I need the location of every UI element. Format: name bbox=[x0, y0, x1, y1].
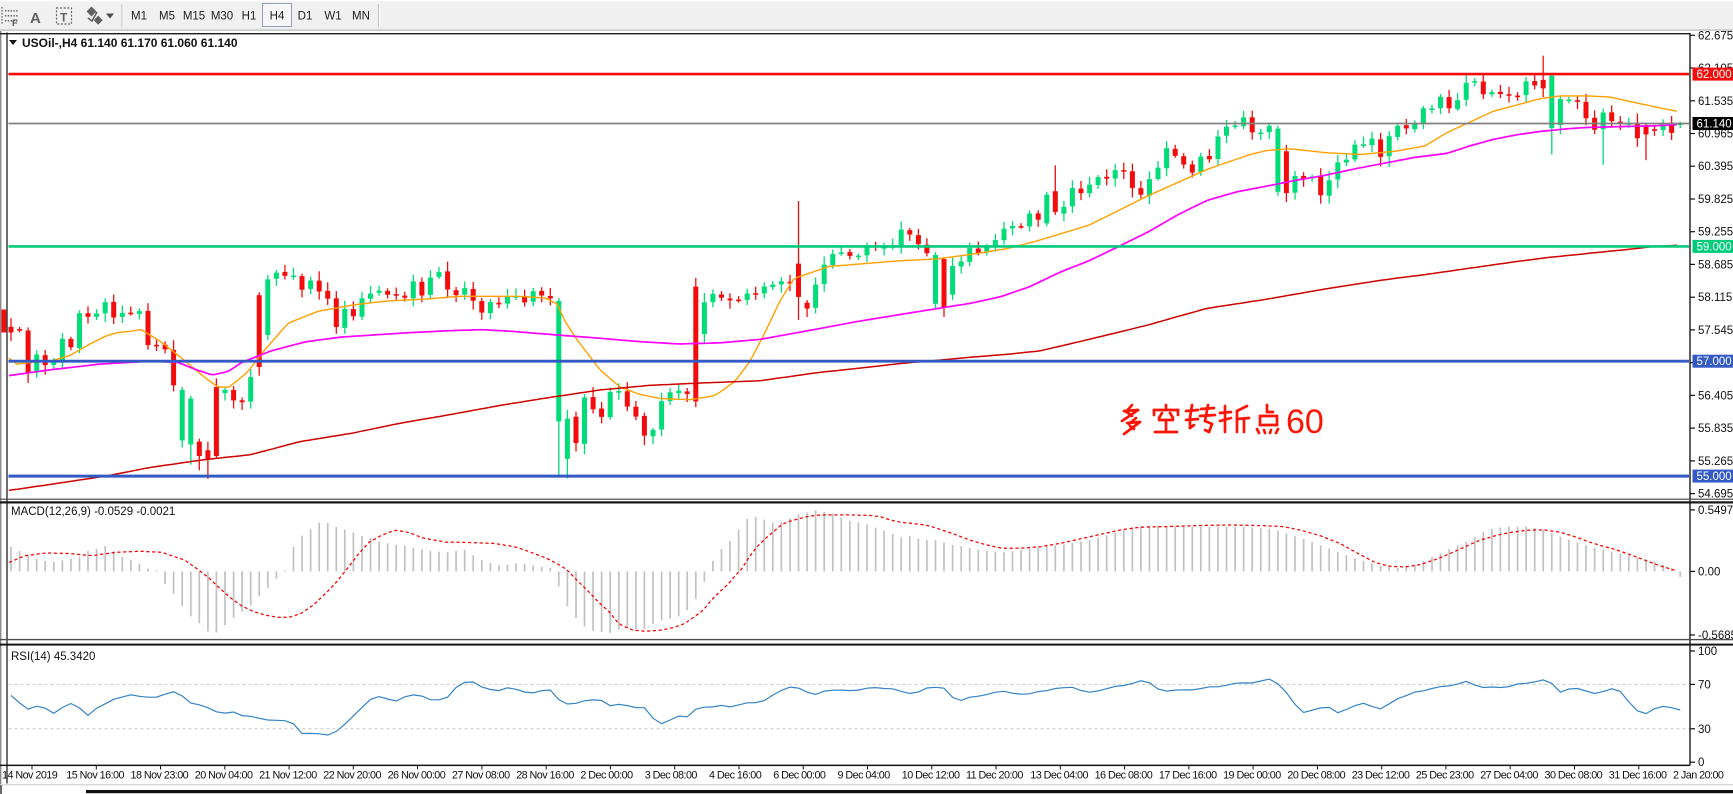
svg-text:54.695: 54.695 bbox=[1698, 489, 1733, 501]
svg-text:55.835: 55.835 bbox=[1698, 423, 1733, 435]
svg-text:MACD(12,26,9) -0.0529 -0.0021: MACD(12,26,9) -0.0529 -0.0021 bbox=[11, 506, 175, 518]
svg-text:T: T bbox=[60, 11, 68, 25]
svg-text:23 Dec 12:00: 23 Dec 12:00 bbox=[1352, 770, 1410, 782]
svg-text:61.535: 61.535 bbox=[1698, 96, 1733, 108]
svg-text:59.000: 59.000 bbox=[1697, 241, 1732, 253]
svg-text:-0.5685: -0.5685 bbox=[1698, 630, 1733, 642]
svg-text:USOil-,H4 61.140 61.170 61.06: USOil-,H4 61.140 61.170 61.060 61.140 bbox=[22, 36, 238, 50]
svg-text:13 Dec 04:00: 13 Dec 04:00 bbox=[1030, 770, 1088, 782]
svg-text:10 Dec 12:00: 10 Dec 12:00 bbox=[902, 770, 960, 782]
svg-text:20 Dec 08:00: 20 Dec 08:00 bbox=[1287, 770, 1345, 782]
svg-text:0: 0 bbox=[1698, 757, 1704, 769]
svg-text:26 Nov 00:00: 26 Nov 00:00 bbox=[388, 770, 446, 782]
svg-text:2 Jan 20:00: 2 Jan 20:00 bbox=[1673, 770, 1724, 782]
svg-text:0.5497: 0.5497 bbox=[1698, 505, 1733, 517]
svg-text:62.675: 62.675 bbox=[1698, 30, 1733, 42]
svg-text:W1: W1 bbox=[324, 11, 341, 23]
svg-text:31 Dec 16:00: 31 Dec 16:00 bbox=[1609, 770, 1667, 782]
svg-text:M30: M30 bbox=[211, 11, 233, 23]
svg-text:18 Nov 23:00: 18 Nov 23:00 bbox=[131, 770, 189, 782]
svg-text:M5: M5 bbox=[159, 11, 175, 23]
svg-text:RSI(14) 45.3420: RSI(14) 45.3420 bbox=[11, 651, 95, 663]
svg-text:60.395: 60.395 bbox=[1698, 161, 1733, 173]
svg-text:F: F bbox=[12, 18, 18, 28]
svg-text:27 Nov 08:00: 27 Nov 08:00 bbox=[452, 770, 510, 782]
svg-text:58.115: 58.115 bbox=[1698, 292, 1732, 304]
svg-text:A: A bbox=[30, 10, 41, 27]
svg-text:56.405: 56.405 bbox=[1698, 390, 1733, 402]
svg-text:59.825: 59.825 bbox=[1698, 194, 1733, 206]
svg-text:H4: H4 bbox=[270, 11, 285, 23]
svg-text:55.265: 55.265 bbox=[1698, 456, 1733, 468]
svg-text:H1: H1 bbox=[242, 11, 257, 23]
svg-text:30 Dec 08:00: 30 Dec 08:00 bbox=[1545, 770, 1603, 782]
svg-text:M1: M1 bbox=[131, 11, 147, 23]
svg-text:61.140: 61.140 bbox=[1697, 119, 1732, 131]
svg-text:M15: M15 bbox=[183, 11, 205, 23]
svg-text:100: 100 bbox=[1698, 646, 1717, 658]
svg-text:21 Nov 12:00: 21 Nov 12:00 bbox=[259, 770, 317, 782]
svg-text:0.00: 0.00 bbox=[1698, 566, 1720, 578]
svg-text:30: 30 bbox=[1698, 724, 1711, 736]
svg-text:58.685: 58.685 bbox=[1698, 259, 1733, 271]
svg-text:55.000: 55.000 bbox=[1697, 471, 1732, 483]
svg-text:60: 60 bbox=[1286, 403, 1324, 441]
svg-text:60.965: 60.965 bbox=[1698, 129, 1733, 141]
svg-text:59.255: 59.255 bbox=[1698, 227, 1733, 239]
svg-text:9 Dec 04:00: 9 Dec 04:00 bbox=[838, 770, 891, 782]
svg-text:2 Dec 00:00: 2 Dec 00:00 bbox=[580, 770, 633, 782]
svg-text:17 Dec 16:00: 17 Dec 16:00 bbox=[1159, 770, 1217, 782]
svg-text:19 Dec 00:00: 19 Dec 00:00 bbox=[1223, 770, 1281, 782]
svg-text:4 Dec 16:00: 4 Dec 16:00 bbox=[709, 770, 762, 782]
svg-text:22 Nov 20:00: 22 Nov 20:00 bbox=[323, 770, 381, 782]
svg-text:25 Dec 23:00: 25 Dec 23:00 bbox=[1416, 770, 1474, 782]
svg-text:15 Nov 16:00: 15 Nov 16:00 bbox=[66, 770, 124, 782]
svg-text:3 Dec 08:00: 3 Dec 08:00 bbox=[645, 770, 698, 782]
svg-text:62.000: 62.000 bbox=[1697, 69, 1732, 81]
svg-text:D1: D1 bbox=[298, 11, 313, 23]
svg-text:57.000: 57.000 bbox=[1697, 356, 1732, 368]
svg-text:70: 70 bbox=[1698, 679, 1711, 691]
svg-text:28 Nov 16:00: 28 Nov 16:00 bbox=[516, 770, 574, 782]
svg-text:57.545: 57.545 bbox=[1698, 325, 1733, 337]
svg-text:11 Dec 20:00: 11 Dec 20:00 bbox=[966, 770, 1023, 782]
svg-text:27 Dec 04:00: 27 Dec 04:00 bbox=[1480, 770, 1538, 782]
svg-text:16 Dec 08:00: 16 Dec 08:00 bbox=[1095, 770, 1153, 782]
svg-text:20 Nov 04:00: 20 Nov 04:00 bbox=[195, 770, 253, 782]
svg-text:14 Nov 2019: 14 Nov 2019 bbox=[2, 770, 58, 782]
svg-text:MN: MN bbox=[352, 11, 370, 23]
svg-text:6 Dec 00:00: 6 Dec 00:00 bbox=[773, 770, 826, 782]
